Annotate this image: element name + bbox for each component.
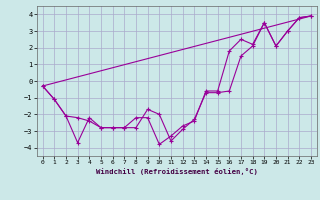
X-axis label: Windchill (Refroidissement éolien,°C): Windchill (Refroidissement éolien,°C) <box>96 168 258 175</box>
